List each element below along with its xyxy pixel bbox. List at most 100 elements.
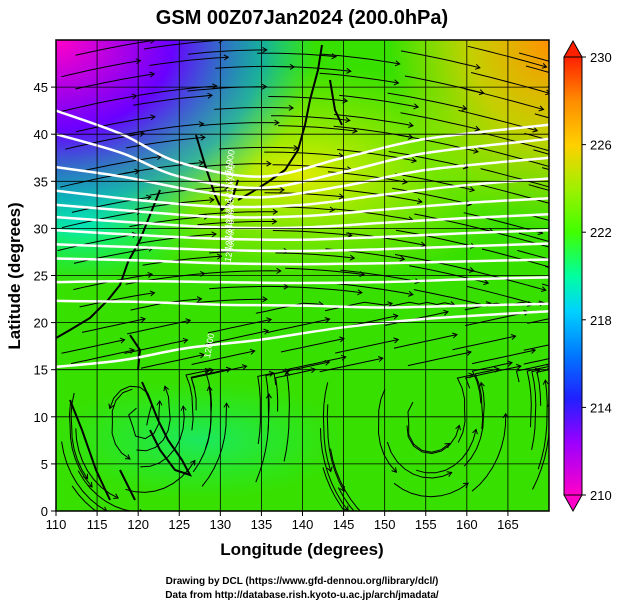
streamline-arrow <box>545 89 549 96</box>
contour-line <box>56 310 549 369</box>
streamline <box>144 40 224 50</box>
streamline <box>190 365 247 389</box>
streamline <box>209 285 289 290</box>
streamline <box>266 318 330 334</box>
streamline-arrow <box>593 72 598 77</box>
y-tick-label: 0 <box>41 504 48 519</box>
streamline <box>219 146 299 150</box>
streamline <box>75 73 155 90</box>
streamline-arrow <box>212 83 218 90</box>
streamline <box>255 393 270 483</box>
streamline <box>111 388 133 460</box>
streamline-arrow <box>272 208 279 215</box>
y-tick-label: 30 <box>34 221 48 236</box>
streamline <box>68 403 93 488</box>
y-tick-label: 15 <box>34 363 48 378</box>
streamline-arrow <box>474 125 481 132</box>
streamline-arrow <box>146 194 152 201</box>
streamline <box>395 229 476 248</box>
streamline-arrow <box>200 134 206 141</box>
streamline <box>479 184 549 204</box>
x-tick-label: 140 <box>292 517 314 532</box>
streamline <box>515 363 549 383</box>
warm-region-northeast <box>390 40 549 230</box>
streamline-arrow <box>554 202 559 207</box>
chart-title: GSM 00Z07Jan2024 (200.0hPa) <box>156 7 448 29</box>
colorbar-tick-label: 210 <box>590 488 612 503</box>
streamline-arrow <box>101 506 108 511</box>
streamline <box>275 252 355 259</box>
streamline-arrow <box>342 97 349 104</box>
contour-label: 12600 <box>202 332 216 358</box>
streamline <box>523 358 549 365</box>
streamline <box>406 425 460 455</box>
streamline-arrow <box>466 349 472 356</box>
streamline-arrow <box>211 231 217 238</box>
streamline-arrow <box>241 364 248 370</box>
streamline <box>456 374 474 443</box>
streamline-arrow <box>150 114 156 121</box>
streamline-arrow <box>149 71 156 78</box>
streamline-arrow <box>540 286 547 292</box>
streamline <box>81 318 146 333</box>
streamline-arrow <box>223 54 230 61</box>
streamline <box>480 168 549 188</box>
streamline <box>282 356 346 371</box>
streamline-arrow <box>516 363 522 370</box>
streamline <box>214 107 294 110</box>
streamline <box>142 255 222 266</box>
streamline <box>282 286 362 294</box>
y-tick-label: 10 <box>34 410 48 425</box>
streamline-arrow <box>402 178 408 185</box>
streamline <box>191 350 255 365</box>
streamline-arrow <box>582 335 587 340</box>
x-tick-label: 145 <box>333 517 355 532</box>
colorbar-tick-label: 226 <box>590 138 612 153</box>
streamline-arrow <box>455 424 461 431</box>
streamline-arrow <box>357 289 363 296</box>
streamline-arrow <box>263 328 270 335</box>
streamline <box>517 249 549 260</box>
x-tick-label: 120 <box>127 517 149 532</box>
streamline-arrow <box>591 269 596 274</box>
streamline-arrow <box>582 349 587 354</box>
streamline <box>467 45 547 68</box>
streamline-arrow <box>108 403 115 410</box>
streamline <box>346 232 426 246</box>
streamline-arrow <box>266 317 273 324</box>
streamline-arrow <box>554 246 559 251</box>
y-axis-ticks: 0 5 10 15 20 25 30 35 40 45 <box>34 80 56 519</box>
streamline-arrow <box>268 370 275 377</box>
y-tick-label: 40 <box>34 127 48 142</box>
streamline <box>61 441 108 511</box>
streamline-arrow <box>262 296 268 303</box>
colorbar-tick-label: 214 <box>590 400 612 415</box>
streamline-arrow <box>474 63 481 70</box>
streamline-arrow <box>249 348 256 355</box>
streamline <box>204 330 269 345</box>
streamline <box>415 429 477 474</box>
streamline-arrow <box>279 186 285 193</box>
streamline <box>377 389 397 473</box>
colorbar-gradient <box>563 56 583 496</box>
streamline <box>471 413 507 492</box>
streamline-arrow <box>209 197 215 204</box>
streamline-arrow <box>556 267 561 272</box>
streamline-arrow <box>339 486 345 492</box>
streamline <box>330 448 361 511</box>
streamline <box>285 267 365 276</box>
contour-labels: 1190012000121001220012300124001250012600… <box>202 149 237 359</box>
streamline-arrow <box>331 53 338 60</box>
streamline <box>136 386 171 452</box>
streamline-arrow <box>339 336 345 343</box>
streamline-arrow <box>538 105 545 112</box>
streamline <box>128 400 161 440</box>
streamline-arrow <box>288 104 295 111</box>
streamline-arrow <box>446 471 453 477</box>
streamline-arrow <box>276 267 282 274</box>
streamline <box>109 385 153 426</box>
streamline-arrow <box>216 253 223 260</box>
streamline <box>77 470 133 511</box>
streamline-arrow <box>391 467 398 473</box>
streamline <box>324 301 393 312</box>
